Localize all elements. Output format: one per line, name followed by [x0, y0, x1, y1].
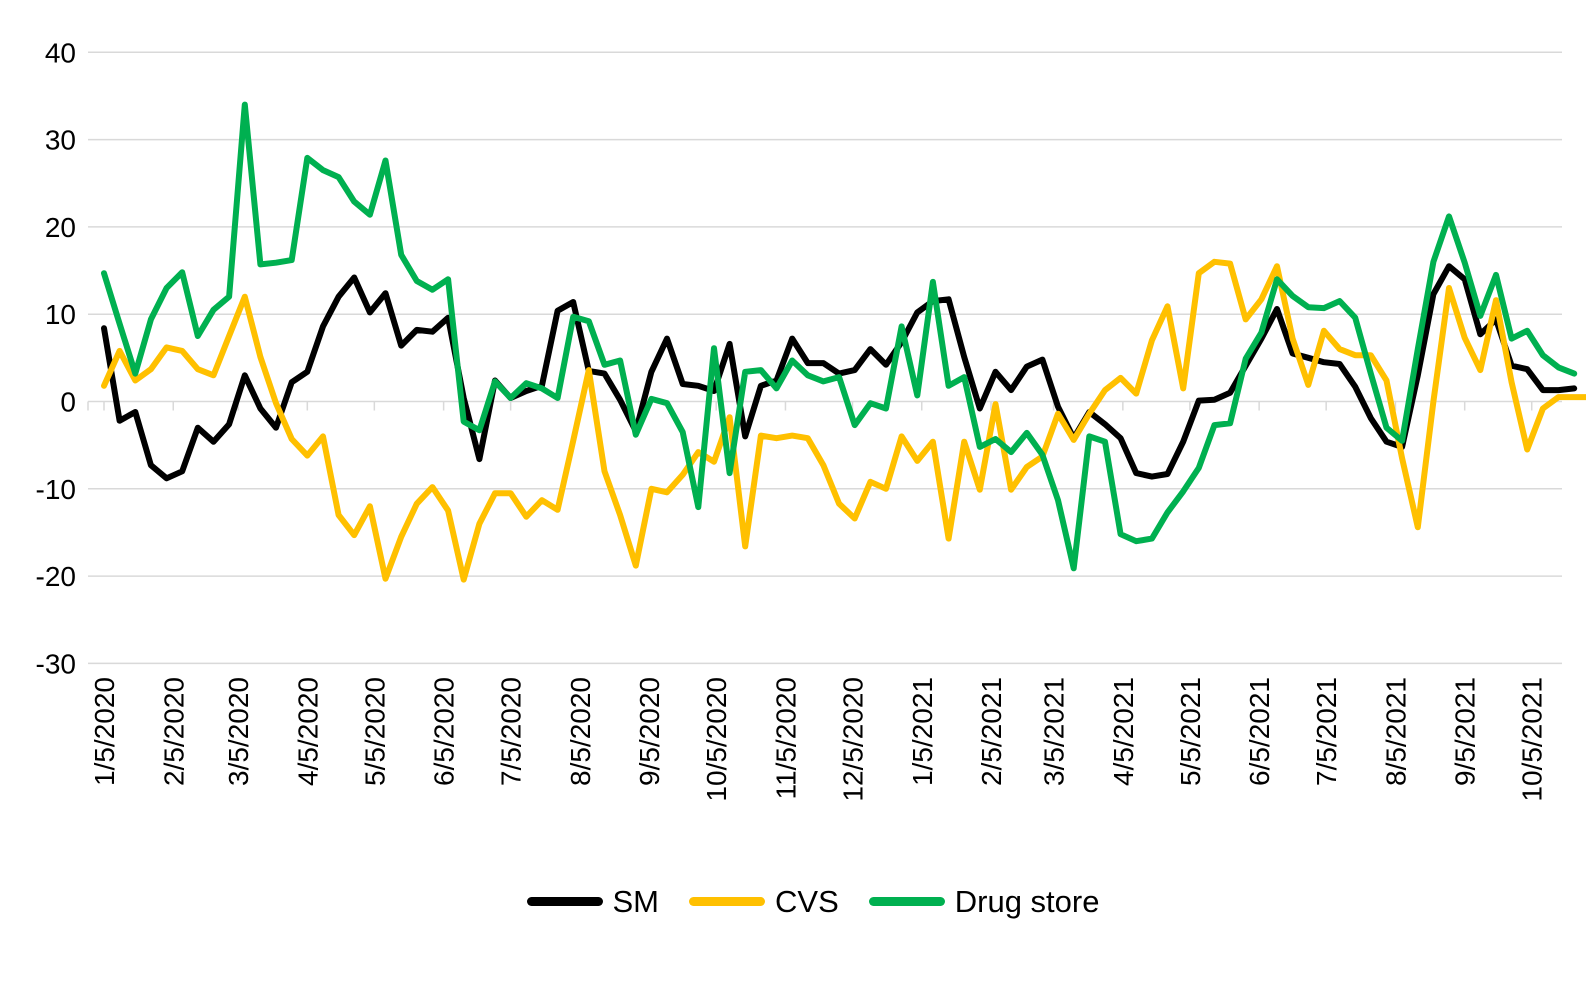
x-axis-label: 7/5/2020	[496, 677, 527, 786]
legend-swatch-sm-icon	[526, 897, 603, 906]
x-axis-label: 8/5/2021	[1380, 677, 1411, 786]
x-axis-label: 9/5/2021	[1450, 677, 1481, 786]
legend-label-cvs: CVS	[775, 884, 839, 919]
y-axis-label: 40	[45, 37, 76, 68]
x-axis-label: 6/5/2020	[429, 677, 460, 786]
x-axis-label: 3/5/2021	[1039, 677, 1070, 786]
legend-item-sm: SM	[526, 884, 660, 919]
x-axis-label: 8/5/2020	[565, 677, 596, 786]
x-axis-label: 7/5/2021	[1311, 677, 1342, 786]
x-axis-label: 9/5/2020	[634, 677, 665, 786]
legend-swatch-cvs-icon	[689, 897, 765, 906]
series-line-sm	[101, 263, 1578, 482]
x-axis-label: 5/5/2020	[359, 677, 390, 786]
x-axis-label: 1/5/2021	[907, 677, 938, 786]
x-axis-label: 12/5/2020	[837, 677, 868, 802]
x-axis-label: 5/5/2021	[1175, 677, 1206, 786]
legend-label-drugstore: Drug store	[954, 884, 1100, 919]
y-axis-label: -10	[36, 474, 76, 505]
series-line-cvs	[101, 258, 1586, 583]
x-axis-label: 2/5/2021	[976, 677, 1007, 786]
y-axis-label: 20	[45, 212, 76, 243]
x-axis-label: 6/5/2021	[1244, 677, 1275, 786]
legend-label-sm: SM	[612, 884, 660, 919]
x-axis-label: 10/5/2021	[1517, 677, 1548, 802]
x-axis-label: 10/5/2020	[701, 677, 732, 802]
x-axis-label: 4/5/2021	[1108, 677, 1139, 786]
legend-item-drugstore: Drug store	[868, 884, 1100, 919]
x-axis-label: 3/5/2020	[223, 677, 254, 786]
y-axis-label: -30	[36, 648, 76, 679]
legend-item-cvs: CVS	[689, 886, 839, 917]
legend: SM CVS Drug store	[0, 886, 1586, 917]
x-axis-label: 2/5/2020	[158, 677, 189, 786]
chart-canvas: 40 30 20 10 0 -10 -20 -30 1/5/2020 2/5/2020 3/5/20…	[36, 37, 1586, 802]
x-axis-label: 1/5/2020	[89, 677, 120, 786]
series-line-drug-store	[101, 101, 1578, 572]
x-axis-label: 4/5/2020	[292, 677, 323, 786]
y-axis-label: 0	[60, 387, 76, 418]
legend-swatch-drugstore-icon	[868, 897, 945, 906]
y-axis-label: -20	[36, 561, 76, 592]
y-axis-label: 30	[45, 125, 76, 156]
x-axis-label: 11/5/2020	[770, 677, 801, 800]
y-axis-label: 10	[45, 299, 76, 330]
